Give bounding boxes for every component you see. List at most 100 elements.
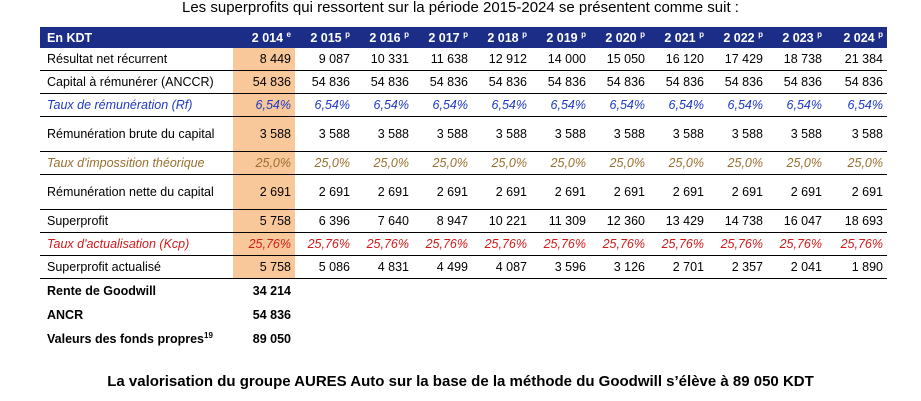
row-value: 4 499 — [413, 255, 472, 279]
row-value: 4 087 — [472, 255, 531, 279]
row-label: Capital à rémunérer (ANCCR) — [40, 70, 233, 94]
table-row: Superprofit actualisé 5 758 5 086 4 831 4 49… — [40, 255, 887, 279]
table-row: Capital à rémunérer (ANCCR) 54 836 54 836 5… — [40, 70, 887, 94]
footnote-ref: 19 — [204, 330, 213, 340]
row-value: 16 120 — [649, 48, 708, 71]
row-value: 25,0% — [233, 151, 295, 175]
year-text: 2 015 — [310, 30, 342, 45]
summary-label-text: Valeurs des fonds propres — [47, 332, 204, 346]
row-value: 12 360 — [590, 209, 649, 233]
row-value: 3 126 — [590, 255, 649, 279]
summary-label-text: Rente de Goodwill — [47, 284, 157, 298]
row-value: 2 691 — [708, 174, 767, 210]
row-value: 25,0% — [354, 151, 413, 175]
row-value: 3 588 — [708, 116, 767, 152]
row-value: 15 050 — [590, 48, 649, 71]
row-value: 25,76% — [354, 232, 413, 256]
row-value: 11 638 — [413, 48, 472, 71]
summary-label-text: ANCR — [47, 308, 84, 322]
row-value: 10 331 — [354, 48, 413, 71]
row-value: 6,54% — [767, 93, 826, 117]
row-value: 54 836 — [767, 70, 826, 94]
row-value: 6,54% — [708, 93, 767, 117]
year-text: 2 014 — [251, 30, 284, 45]
summary-label: ANCR — [40, 303, 233, 327]
row-value: 2 357 — [708, 255, 767, 279]
row-value: 11 309 — [531, 209, 590, 233]
row-value: 54 836 — [649, 70, 708, 94]
row-value: 25,0% — [649, 151, 708, 175]
row-value: 2 691 — [354, 174, 413, 210]
row-value: 14 000 — [531, 48, 590, 71]
table-row: Rémunération nette du capital 2 691 2 691 2… — [40, 174, 887, 210]
summary-row: Valeurs des fonds propres19 89 050 — [40, 327, 887, 351]
summary-value: 34 214 — [252, 284, 291, 298]
year-suffix: p — [522, 29, 527, 39]
row-value: 6,54% — [472, 93, 531, 117]
row-value: 12 912 — [472, 48, 531, 71]
row-label: Taux de rémunération (Rf) — [40, 93, 233, 117]
header-year: 2 022 p — [708, 27, 767, 48]
row-value: 6,54% — [590, 93, 649, 117]
row-value: 54 836 — [233, 70, 295, 94]
row-value: 25,76% — [233, 232, 295, 256]
year-text: 2 021 — [664, 30, 696, 45]
row-value: 6,54% — [354, 93, 413, 117]
row-label: Rémunération nette du capital — [40, 174, 233, 210]
row-value: 25,76% — [590, 232, 649, 256]
row-value: 3 588 — [413, 116, 472, 152]
table-row: Taux de rémunération (Rf) 6,54% 6,54% 6,54%… — [40, 93, 887, 117]
row-value: 25,0% — [590, 151, 649, 175]
row-value: 10 221 — [472, 209, 531, 233]
year-suffix: p — [581, 29, 586, 39]
table-row: Rémunération brute du capital 3 588 3 588 3… — [40, 116, 887, 152]
row-value: 54 836 — [295, 70, 354, 94]
row-value: 25,76% — [767, 232, 826, 256]
row-value: 6,54% — [233, 93, 295, 117]
header-year: 2 014 e — [233, 27, 295, 48]
row-value: 54 836 — [472, 70, 531, 94]
row-label: Taux d'impossition théorique — [40, 151, 233, 175]
row-value: 3 588 — [472, 116, 531, 152]
row-value: 3 588 — [590, 116, 649, 152]
row-value: 18 693 — [826, 209, 887, 233]
year-suffix: p — [463, 29, 468, 39]
row-value: 25,76% — [413, 232, 472, 256]
header-year: 2 024 p — [826, 27, 887, 48]
year-text: 2 022 — [723, 30, 755, 45]
summary-row: ANCR 54 836 — [40, 303, 887, 327]
row-value: 2 691 — [295, 174, 354, 210]
row-value: 2 691 — [531, 174, 590, 210]
table-row: Résultat net récurrent 8 449 9 087 10 331 11… — [40, 48, 887, 71]
year-suffix: p — [345, 29, 350, 39]
row-value: 3 588 — [354, 116, 413, 152]
row-value: 5 758 — [233, 255, 295, 279]
row-value: 2 701 — [649, 255, 708, 279]
row-value: 3 588 — [649, 116, 708, 152]
year-suffix: p — [758, 29, 763, 39]
row-value: 2 691 — [767, 174, 826, 210]
row-value: 3 588 — [826, 116, 887, 152]
summary-row: Rente de Goodwill 34 214 — [40, 279, 887, 304]
table-body: Résultat net récurrent 8 449 9 087 10 331 11… — [40, 48, 887, 351]
row-value: 25,76% — [649, 232, 708, 256]
row-value: 6 396 — [295, 209, 354, 233]
row-value: 6,54% — [649, 93, 708, 117]
year-suffix: p — [404, 29, 409, 39]
row-value: 18 738 — [767, 48, 826, 71]
row-value: 6,54% — [531, 93, 590, 117]
row-value: 2 691 — [649, 174, 708, 210]
year-suffix: p — [878, 29, 883, 39]
row-value: 25,0% — [826, 151, 887, 175]
row-value: 25,76% — [295, 232, 354, 256]
row-value: 25,0% — [767, 151, 826, 175]
header-year: 2 015 p — [295, 27, 354, 48]
row-value: 9 087 — [295, 48, 354, 71]
row-value: 3 588 — [295, 116, 354, 152]
row-value: 4 831 — [354, 255, 413, 279]
year-suffix: p — [699, 29, 704, 39]
row-value: 25,76% — [708, 232, 767, 256]
year-text: 2 018 — [487, 30, 519, 45]
row-value: 25,0% — [708, 151, 767, 175]
